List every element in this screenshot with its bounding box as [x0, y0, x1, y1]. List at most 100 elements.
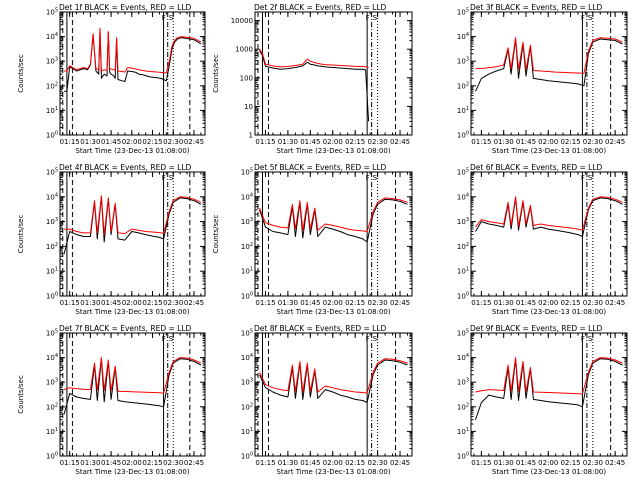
y-tick-label: 103	[457, 57, 469, 66]
x-tick-label: 02:30	[368, 138, 388, 146]
plot-frame	[254, 332, 413, 457]
x-tick-label: 02:30	[163, 138, 183, 146]
y-tick-label: 100	[241, 292, 253, 301]
y-tick-label: 102	[46, 242, 58, 251]
flag-label: S	[373, 335, 378, 343]
flag-label: S	[588, 335, 593, 343]
plot-frame	[470, 171, 628, 297]
x-tick-label: 01:30	[278, 299, 298, 307]
x-tick-label: 02:00	[323, 299, 343, 307]
flag-label: F	[162, 174, 166, 182]
x-tick-label: 01:15	[60, 299, 80, 307]
x-tick-label: 02:30	[583, 138, 603, 146]
y-tick-label: 1000	[235, 46, 253, 54]
y-tick-label: 100	[240, 74, 253, 82]
y-tick-label: 105	[241, 329, 253, 338]
x-tick-label: 02:15	[142, 299, 162, 307]
y-tick-label: 104	[457, 353, 469, 362]
x-tick-label: 01:15	[471, 299, 491, 307]
x-tick-label: 01:45	[300, 138, 320, 146]
x-tick-label: 01:15	[471, 459, 491, 467]
y-tick-label: 101	[241, 267, 253, 276]
y-tick-label: 100	[46, 131, 58, 140]
y-axis-label: Counts/sec	[17, 375, 25, 414]
x-tick-label: 01:30	[80, 299, 100, 307]
series-line-lld	[259, 197, 408, 232]
flag-label: S	[373, 14, 378, 22]
series-line-lld	[475, 357, 623, 395]
y-tick-label: 105	[457, 329, 469, 338]
y-axis-label: Counts/sec	[212, 54, 220, 93]
x-tick-label: 01:15	[255, 138, 275, 146]
y-tick-label: 101	[46, 106, 58, 115]
x-tick-label: 01:30	[494, 299, 514, 307]
series-line-lld	[475, 37, 623, 74]
y-tick-label: 103	[457, 378, 469, 387]
x-tick-label: 02:15	[345, 299, 365, 307]
x-tick-label: 01:45	[516, 138, 536, 146]
x-tick-label: 02:00	[323, 459, 343, 467]
x-tick-label: 01:45	[516, 459, 536, 467]
series-line-lld	[259, 358, 408, 394]
y-tick-label: 104	[46, 32, 58, 41]
x-tick-label: 02:30	[163, 299, 183, 307]
x-axis-label: Start Time (23-Dec-13 01:08:00)	[75, 308, 189, 316]
flag-label: F	[366, 14, 370, 22]
x-tick-label: 02:15	[345, 138, 365, 146]
x-axis-label: Start Time (23-Dec-13 01:08:00)	[276, 308, 390, 316]
y-tick-label: 105	[241, 168, 253, 177]
series-line-lld	[64, 27, 202, 74]
plot-frame	[470, 11, 628, 136]
flag-label: F	[581, 174, 585, 182]
x-axis-label: Start Time (23-Dec-13 01:08:00)	[276, 147, 390, 155]
flag-label: S	[169, 335, 174, 343]
series-line-events	[475, 197, 623, 237]
series-line-events	[64, 28, 202, 92]
y-tick-label: 100	[457, 452, 469, 461]
y-tick-label: 10000	[231, 17, 253, 25]
y-tick-label: 100	[241, 452, 253, 461]
chart-panel-2: 1 10 100 1000 10000 01:15 01:30 01:45 02:00 02:15…	[212, 3, 413, 155]
x-tick-label: 02:30	[368, 459, 388, 467]
x-tick-label: 01:45	[516, 299, 536, 307]
plot-frame	[254, 171, 413, 297]
plot-frame	[470, 332, 628, 457]
chart-title: Det 7f BLACK = Events, RED = LLD	[59, 324, 192, 333]
series-line-lld	[259, 48, 369, 68]
x-tick-label: 01:30	[80, 459, 100, 467]
y-tick-label: 104	[457, 192, 469, 201]
x-tick-label: 01:30	[80, 138, 100, 146]
x-tick-label: 02:45	[390, 299, 410, 307]
chart-title: Det 3f BLACK = Events, RED = LLD	[470, 3, 603, 12]
x-tick-label: 02:45	[390, 138, 410, 146]
y-tick-label: 102	[457, 402, 469, 411]
y-tick-label: 104	[46, 353, 58, 362]
x-tick-label: 02:15	[345, 459, 365, 467]
y-tick-label: 102	[457, 81, 469, 90]
x-tick-label: 02:30	[583, 459, 603, 467]
series-line-events	[475, 358, 623, 420]
flag-label: S	[588, 14, 593, 22]
y-tick-label: 102	[46, 81, 58, 90]
y-tick-label: 103	[46, 217, 58, 226]
x-tick-label: 02:15	[142, 459, 162, 467]
y-tick-label: 105	[457, 8, 469, 17]
x-tick-label: 02:30	[368, 299, 388, 307]
y-tick-label: 103	[241, 378, 253, 387]
x-tick-label: 02:45	[605, 138, 625, 146]
y-tick-label: 101	[46, 267, 58, 276]
y-tick-label: 104	[457, 32, 469, 41]
series-line-events	[63, 358, 202, 415]
y-tick-label: 103	[457, 217, 469, 226]
x-axis-label: Start Time (23-Dec-13 01:08:00)	[276, 468, 390, 476]
plot-frame	[254, 11, 413, 136]
y-tick-label: 105	[46, 329, 58, 338]
chart-title: Det 5f BLACK = Events, RED = LLD	[254, 163, 387, 172]
